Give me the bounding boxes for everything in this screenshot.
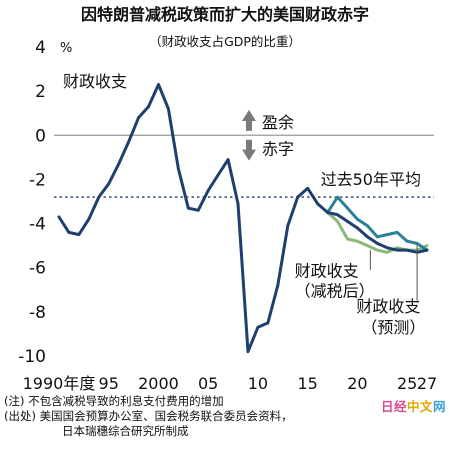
x-tick-label: 1990年度: [23, 374, 96, 393]
reference-line-group: 过去50年平均: [54, 170, 434, 198]
y-tick-label: -4: [29, 215, 46, 235]
series-balance-point: [375, 242, 379, 245]
series-balance-point: [395, 248, 399, 252]
series-balance-point: [216, 173, 220, 177]
series-balance-point: [57, 215, 61, 219]
series-after-cut-point: [375, 248, 379, 252]
x-tick-label: 20: [347, 374, 367, 393]
series-forecast-point: [415, 242, 419, 245]
label-after-cut-line-1: 财政收支: [295, 262, 359, 281]
series-forecast-point: [366, 224, 369, 228]
note-text: (注) 不包含减税导致的利息支付费用的增加: [4, 394, 224, 408]
series-balance-point: [286, 224, 290, 228]
series-balance-point: [385, 246, 389, 250]
series-forecast-point: [405, 239, 409, 243]
arrow-up-icon: [242, 109, 256, 131]
series-balance-point: [157, 83, 160, 86]
series-forecast-point: [356, 217, 359, 221]
series-balance-point: [176, 167, 180, 170]
series-balance-point: [306, 186, 310, 190]
y-tick-label: 0: [35, 126, 46, 146]
series-balance-point: [127, 140, 130, 144]
x-tick-label: 05: [198, 374, 218, 393]
label-after-cut-line-2: （减税后）: [295, 281, 375, 300]
series-balance-point: [167, 107, 170, 111]
series-balance-point: [67, 231, 71, 234]
series-balance-point: [246, 350, 250, 353]
watermark-part-b: 中文: [406, 399, 433, 414]
series-balance-point: [405, 248, 409, 252]
x-tick-label: 95: [99, 374, 119, 393]
series-balance-point: [366, 235, 369, 239]
chart-subtitle: （财政收支占GDP的比重）: [149, 34, 301, 49]
series-forecast-point: [375, 235, 379, 239]
series-balance-point: [356, 226, 359, 230]
series-balance-point: [226, 158, 230, 162]
series-forecast-point: [336, 195, 339, 199]
source-text-line-2: 日本瑞穗综合研究所制成: [62, 424, 189, 438]
series-balance-point: [186, 206, 190, 210]
series-forecast-point: [395, 231, 399, 234]
x-tick-label: 10: [248, 374, 268, 393]
series-balance-point: [316, 202, 319, 206]
series-balance-point: [276, 284, 280, 287]
series-balance-point: [336, 213, 339, 217]
series-balance-point: [77, 233, 81, 237]
series-balance-point: [266, 321, 270, 325]
series-balance-point: [256, 325, 260, 329]
x-tick-label: 2000: [138, 374, 179, 393]
series-balance-point: [326, 211, 329, 214]
source-text-line-1: (出处) 美国国会预算办公室、国会税务联合委员会资料，: [4, 409, 293, 423]
series-after-cut-point: [425, 244, 429, 248]
label-surplus: 盈余: [262, 113, 294, 132]
watermark-logo: 日经中文网: [381, 396, 446, 415]
y-tick-label: 4: [35, 38, 46, 58]
series-balance-point: [425, 248, 429, 252]
series-forecast-point: [385, 233, 389, 237]
y-tick-label: 2: [35, 82, 46, 102]
series-balance-point: [87, 217, 91, 221]
label-forecast-line-2: （预测）: [361, 318, 425, 337]
label-deficit: 赤字: [262, 140, 294, 159]
label-forecast-line-1: 财政收支: [356, 297, 420, 316]
y-tick-label: -10: [18, 347, 46, 367]
reference-line-label: 过去50年平均: [321, 170, 421, 189]
x-tick-label: 25: [397, 374, 417, 393]
series-balance-point: [147, 105, 150, 108]
x-tick-label: 15: [297, 374, 317, 393]
y-tick-label: -8: [29, 303, 46, 323]
watermark-part-a: 日经: [380, 399, 407, 414]
series-group: [57, 83, 429, 354]
series-balance-point: [346, 220, 349, 223]
series-balance-point: [107, 182, 111, 186]
y-unit-label: %: [60, 41, 72, 56]
series-after-cut-point: [356, 239, 359, 243]
arrow-down-icon: [242, 139, 256, 161]
series-balance-line: [57, 83, 429, 354]
series-after-cut-point: [336, 220, 339, 223]
series-balance-point: [236, 202, 240, 206]
watermark-part-c: 网: [432, 399, 446, 414]
series-after-cut-point: [366, 244, 369, 248]
label-balance: 财政收支: [63, 72, 127, 91]
series-balance-point: [296, 195, 300, 199]
chart-title: 因特朗普减税政策而扩大的美国财政赤字: [81, 5, 369, 24]
series-balance-point: [206, 189, 210, 192]
y-tick-label: -2: [29, 170, 46, 190]
series-balance-point: [117, 162, 121, 166]
series-after-cut-point: [346, 237, 349, 241]
series-balance-point: [196, 208, 200, 212]
series-forecast-point: [346, 206, 349, 210]
y-tick-label: -6: [29, 259, 46, 279]
x-tick-label: 27: [417, 374, 437, 393]
series-balance-point: [137, 116, 141, 119]
series-after-cut-point: [385, 250, 389, 254]
series-balance-point: [97, 195, 101, 199]
